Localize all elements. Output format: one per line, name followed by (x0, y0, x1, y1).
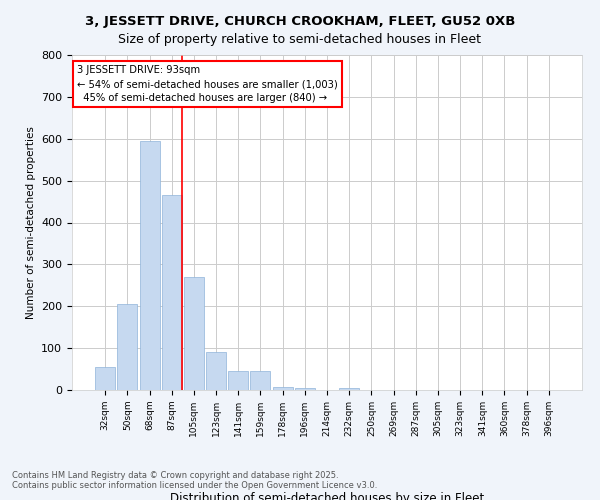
Text: 3, JESSETT DRIVE, CHURCH CROOKHAM, FLEET, GU52 0XB: 3, JESSETT DRIVE, CHURCH CROOKHAM, FLEET… (85, 15, 515, 28)
Bar (272, 386, 293, 390)
Bar (339, 388, 359, 390)
Bar (295, 388, 315, 390)
Bar (140, 141, 160, 390)
Y-axis label: Number of semi-detached properties: Number of semi-detached properties (26, 126, 35, 319)
Text: 3 JESSETT DRIVE: 93sqm
← 54% of semi-detached houses are smaller (1,003)
  45% o: 3 JESSETT DRIVE: 93sqm ← 54% of semi-det… (77, 65, 338, 103)
Bar (206, 352, 226, 390)
Text: Contains HM Land Registry data © Crown copyright and database right 2025.
Contai: Contains HM Land Registry data © Crown c… (12, 470, 377, 490)
X-axis label: Distribution of semi-detached houses by size in Fleet: Distribution of semi-detached houses by … (170, 492, 484, 500)
Bar (250, 371, 271, 390)
Bar (184, 277, 204, 390)
Bar (162, 196, 182, 390)
Bar (118, 304, 137, 390)
Text: Size of property relative to semi-detached houses in Fleet: Size of property relative to semi-detach… (119, 32, 482, 46)
Bar (228, 371, 248, 390)
Bar (95, 367, 115, 390)
